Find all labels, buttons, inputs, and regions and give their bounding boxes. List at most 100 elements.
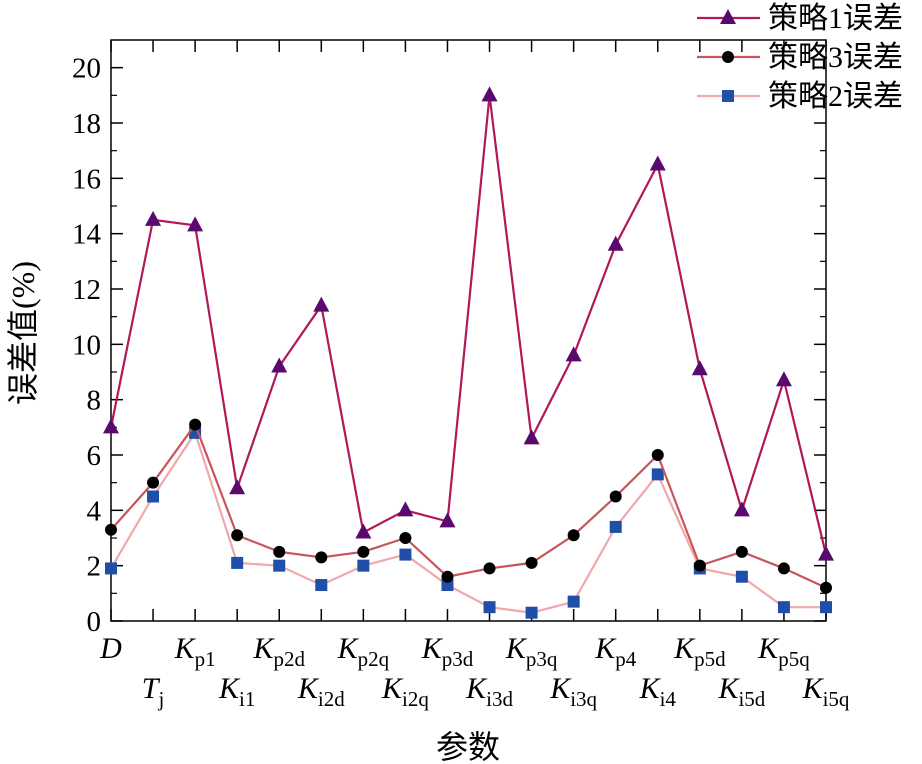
data-point-circle [147,476,160,489]
data-point-triangle [565,346,582,362]
y-tick-label: 18 [72,108,101,140]
data-point-triangle [523,429,540,445]
data-point-square [735,570,748,583]
plot-frame [110,39,827,622]
y-tick-label: 0 [87,606,102,638]
data-point-circle [525,556,538,569]
data-point-triangle [313,296,330,312]
y-axis-label: 误差值(%) [5,261,41,405]
x-tick-label: Ki4 [639,672,677,711]
data-point-circle [273,545,286,558]
y-tick-label: 10 [72,329,101,361]
data-point-square [651,468,664,481]
data-point-triangle [271,357,288,373]
data-point-triangle [229,479,246,495]
legend-label: 策略1误差 [768,2,903,35]
data-point-triangle [103,418,119,434]
data-point-triangle [649,155,666,171]
data-point-triangle [775,371,792,387]
series-1 [103,86,834,561]
data-point-circle [567,529,580,542]
data-point-square [147,490,160,503]
y-tick-label: 6 [87,440,102,472]
series-line [109,95,828,555]
legend-label: 策略3误差 [768,41,903,74]
x-tick-label: Kp3q [505,632,558,671]
data-point-circle [189,418,202,431]
y-tick-label: 14 [72,219,102,251]
data-point-triangle [720,9,736,24]
data-point-square [722,90,734,102]
data-point-circle [735,545,748,558]
data-point-circle [820,581,832,594]
data-point-circle [609,490,622,503]
data-point-square [777,601,790,614]
data-point-triangle [145,210,162,226]
data-point-triangle [691,360,708,376]
data-point-square [567,595,580,608]
series-3 [105,426,832,619]
x-tick-label: Ki5d [717,672,765,711]
data-point-square [483,601,496,614]
data-point-circle [722,51,734,63]
data-point-triangle [733,501,750,517]
x-tick-label: Tj [142,672,165,711]
data-point-square [820,601,832,614]
data-point-circle [231,529,244,542]
data-point-circle [651,449,664,461]
data-point-triangle [607,235,624,251]
data-point-square [231,556,244,569]
x-tick-label: Ki1 [218,672,255,711]
series-group [103,86,834,619]
x-tick-label: Kp1 [174,632,216,671]
data-point-circle [315,551,328,564]
x-axis-ticks: D TjKp1Ki1Kp2dKi2dKp2qKi2qKp3dKi3dKp3qKi3… [99,40,850,711]
data-point-square [105,562,117,575]
y-tick-label: 8 [87,385,102,417]
data-point-triangle [397,501,414,517]
x-tick-label: D [99,632,122,665]
x-tick-label: Kp3d [421,632,474,671]
x-tick-label: Kp2d [252,632,305,671]
data-point-triangle [439,512,456,528]
data-point-triangle [481,86,498,102]
y-tick-label: 4 [87,495,102,527]
data-point-triangle [187,216,204,232]
y-tick-label: 20 [72,53,101,85]
x-tick-label: Kp2q [337,632,390,671]
series-2 [105,418,832,594]
x-tick-label: Ki3q [549,672,597,711]
data-point-square [315,579,328,592]
series-line [110,422,827,589]
data-point-circle [105,523,117,536]
x-tick-label: Ki2q [381,672,429,711]
data-point-circle [441,570,454,583]
x-tick-label: Kp5q [757,632,810,671]
y-tick-label: 2 [87,551,102,583]
x-axis-label: 参数 [436,729,500,764]
data-point-circle [777,562,790,575]
x-tick-label: Kp5d [673,632,726,671]
data-point-triangle [818,545,834,561]
series-line [110,430,826,614]
y-axis-ticks: 0 2 4 6 8 10 12 14 16 18 20 [72,53,826,638]
data-point-square [357,559,370,572]
data-point-circle [357,545,370,558]
data-point-triangle [355,523,372,539]
x-tick-label: Kp4 [594,632,637,671]
data-point-square [525,606,538,619]
data-point-square [609,520,622,533]
data-point-square [399,548,412,561]
data-point-circle [399,532,412,544]
x-tick-label: Ki2d [297,672,345,711]
data-point-square [441,579,454,592]
x-tick-label: Ki5q [802,672,850,711]
legend-label: 策略2误差 [768,80,903,113]
data-point-circle [693,559,706,572]
axes [110,39,827,622]
x-tick-label: Ki3d [465,672,513,711]
data-point-square [273,559,286,572]
y-tick-label: 16 [72,163,101,195]
data-point-circle [483,562,496,575]
